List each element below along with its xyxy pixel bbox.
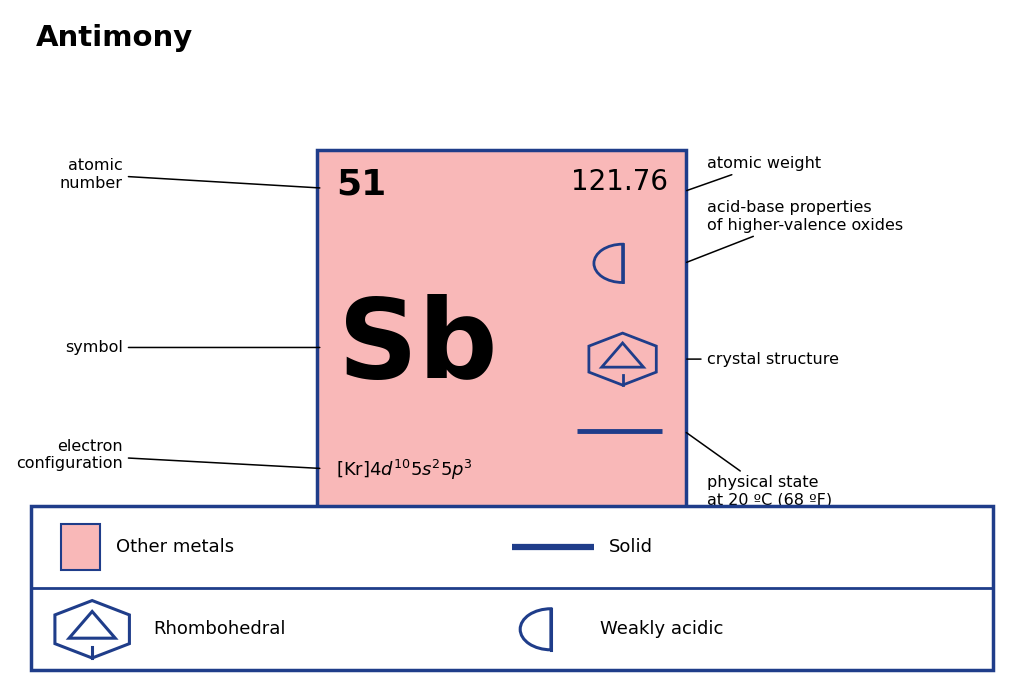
Text: symbol: symbol [65,340,319,355]
Text: Other metals: Other metals [116,538,233,556]
FancyBboxPatch shape [31,506,993,670]
Text: acid-base properties
of higher-valence oxides: acid-base properties of higher-valence o… [687,200,903,263]
Text: Sb: Sb [338,294,498,401]
Text: Rhombohedral: Rhombohedral [154,620,286,638]
Text: 51: 51 [336,168,386,202]
Text: $\mathrm{[Kr]4}d^{10}\mathrm{5}s^{2}\mathrm{5}p^{3}$: $\mathrm{[Kr]4}d^{10}\mathrm{5}s^{2}\mat… [336,458,473,482]
Text: atomic
number: atomic number [59,158,319,191]
Text: crystal structure: crystal structure [687,352,839,367]
Text: atomic weight: atomic weight [687,156,820,191]
Text: 121.76: 121.76 [570,168,668,196]
Text: Solid: Solid [609,538,653,556]
Text: physical state
at 20 ºC (68 ºF): physical state at 20 ºC (68 ºF) [686,432,831,508]
FancyBboxPatch shape [317,150,686,561]
FancyBboxPatch shape [61,524,100,570]
Text: antimony: antimony [336,517,441,537]
Text: Weakly acidic: Weakly acidic [600,620,723,638]
Text: Antimony: Antimony [36,24,194,52]
Text: name: name [77,518,319,533]
Text: electron
configuration: electron configuration [16,438,319,471]
